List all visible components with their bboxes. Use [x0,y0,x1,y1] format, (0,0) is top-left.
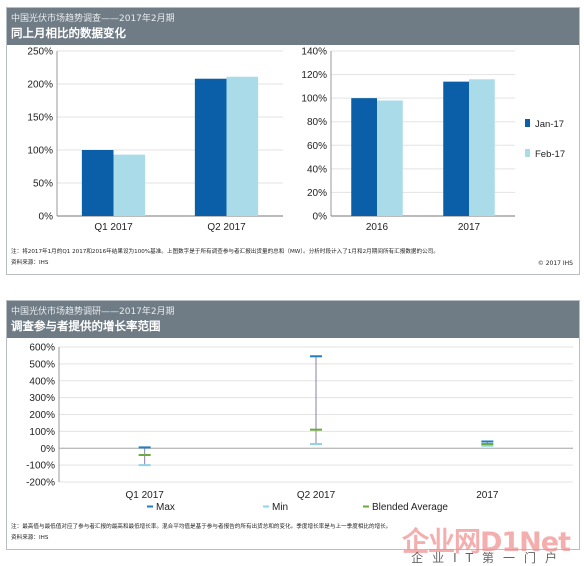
x-tick-label: 2017 [458,222,481,233]
source-label: 资料来源：IHS [11,260,49,266]
bar-feb-17 [113,154,146,216]
legend-label: Jan-17 [535,119,564,130]
bar-jan-17 [351,98,377,216]
panel-header: 中国光伏市场趋势调查——2017年2月期 同上月相比的数据变化 [7,8,579,45]
y-tick-label: 500% [29,359,55,370]
x-tick-label: Q2 2017 [207,222,246,233]
x-tick-label: Q1 2017 [125,490,164,501]
source-label: 资料来源：IHS [11,535,49,541]
y-tick-label: 100% [29,427,55,438]
y-tick-label: 20% [307,188,327,199]
y-tick-label: 60% [307,141,327,152]
bar-feb-17 [469,79,495,217]
watermark-logo: 企业网D1Net [401,527,571,558]
y-tick-label: 200% [27,80,53,91]
chart-growth-range: -200% -100% 0% 100% 200% 300% 400% 500% 600% Q1 2… [26,343,573,513]
y-tick-label: 80% [307,117,327,128]
y-tick-label: 100% [27,146,53,157]
x-tick-label: Q2 2017 [297,490,336,501]
legend-label: Blended Average [372,502,448,513]
x-tick-label: 2017 [476,490,499,501]
y-tick-label: 400% [29,376,55,387]
y-tick-label: 250% [27,47,53,58]
legend-label: Min [272,502,288,513]
y-tick-label: -100% [26,461,55,472]
growth-comparison-panel: 中国光伏市场趋势调查——2017年2月期 同上月相比的数据变化 0% 50% 100… [6,7,580,275]
chart-note: 注：最高值与最低值对应了参与者汇报的最高和最低增长率。混合平均值是基于参与者报告… [11,524,392,530]
growth-range-panel: 中国光伏市场趋势调研——2017年2月期 调查参与者提供的增长率范围 -200%… [6,300,580,550]
panel-header: 中国光伏市场趋势调研——2017年2月期 调查参与者提供的增长率范围 [7,301,579,338]
y-tick-label: 0% [41,444,56,455]
panel-kicker: 中国光伏市场趋势调查——2017年2月期 [11,14,175,24]
bar-jan-17 [194,78,227,216]
legend-swatch [525,119,530,127]
watermark-tagline: 企业IT第一门户 [411,551,566,565]
y-tick-label: 50% [33,179,53,190]
x-tick-label: Q1 2017 [94,222,133,233]
y-tick-label: 300% [29,393,55,404]
y-tick-label: 140% [301,47,327,58]
y-tick-label: 600% [29,343,55,354]
bar-feb-17 [226,76,259,217]
panel-kicker: 中国光伏市场趋势调研——2017年2月期 [11,307,175,317]
y-tick-label: 150% [27,113,53,124]
y-tick-label: -200% [26,478,55,489]
panel-title: 同上月相比的数据变化 [11,26,126,40]
chart-note: 注：将2017年1月的Q1 2017和2016年结果设为100%基准。上图数字是… [11,249,439,255]
x-tick-label: 2016 [366,222,389,233]
bar-feb-17 [377,100,403,216]
y-tick-label: 100% [301,94,327,105]
y-tick-label: 0% [313,212,328,223]
legend-label: Feb-17 [535,149,565,160]
legend-label: Max [156,502,175,513]
bar-jan-17 [443,81,469,216]
panel-title: 调查参与者提供的增长率范围 [11,319,161,333]
y-tick-label: 40% [307,164,327,175]
bar-jan-17 [81,150,114,216]
y-tick-label: 0% [39,212,54,223]
chart-quarterly: 0% 50% 100% 150% 200% 250% Q1 2017 Q2 2017 [27,47,283,233]
legend-swatch [525,149,530,157]
watermark: 企业网D1Net 企业IT第一门户 [402,520,580,565]
chart-annual: 0% 20% 40% 60% 80% 100% 120% 140% 2016 2017 Jan-17… [301,47,565,234]
copyright-label: © 2017 IHS [537,260,573,267]
y-tick-label: 120% [301,70,327,81]
y-tick-label: 200% [29,410,55,421]
